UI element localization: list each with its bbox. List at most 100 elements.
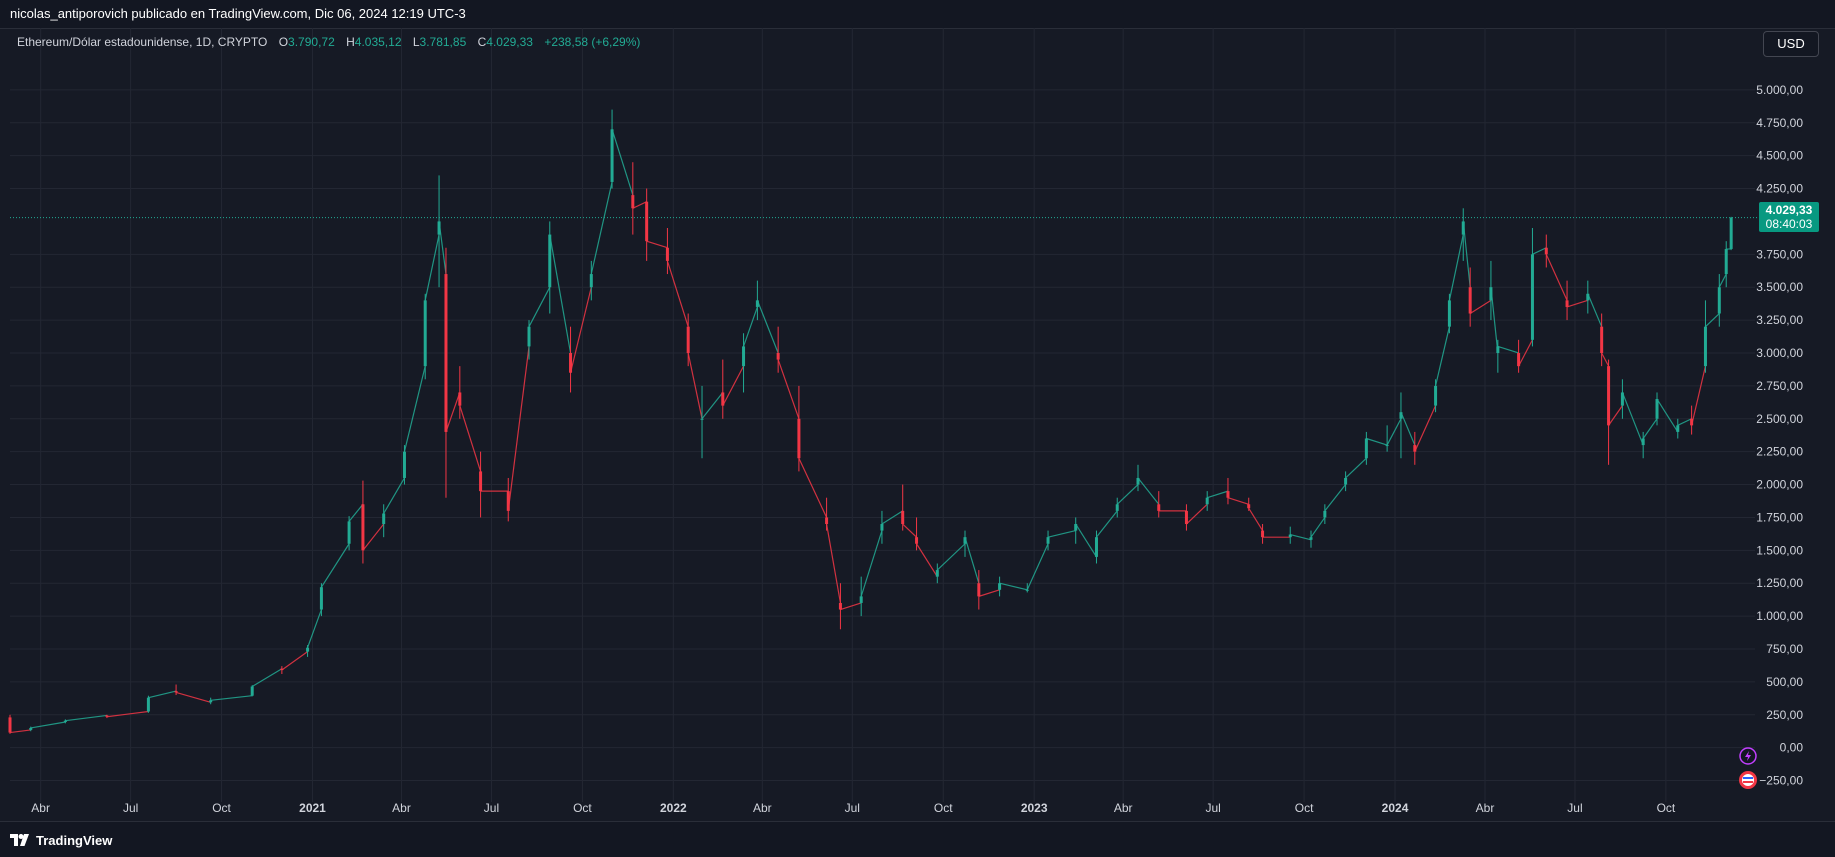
candle — [444, 247, 461, 498]
candle-path-segment — [1587, 293, 1603, 327]
candle-body — [838, 602, 842, 610]
candle — [347, 503, 364, 551]
lightning-icon[interactable] — [1739, 747, 1757, 765]
candle-path-segment — [1490, 287, 1499, 354]
candle — [1586, 280, 1603, 327]
candle-body — [645, 201, 649, 242]
candle-body — [1025, 589, 1029, 591]
candle-path-segment — [507, 346, 530, 511]
candle — [1184, 503, 1208, 531]
candle-body — [686, 326, 690, 353]
candle — [569, 287, 592, 393]
candle-body — [444, 274, 448, 432]
price-tick-label: 2.250,00 — [1756, 445, 1803, 459]
symbol-legend[interactable]: Ethereum/Dólar estadounidense, 1D, CRYPT… — [17, 35, 640, 49]
candle — [1434, 326, 1450, 413]
candle-body — [1413, 445, 1417, 452]
price-badge-price: 4.029,33 — [1766, 203, 1813, 217]
candle-path-segment — [9, 729, 31, 734]
candle-body — [1364, 438, 1368, 459]
candle-path-segment — [175, 691, 211, 703]
candle — [382, 477, 405, 538]
currency-button[interactable]: USD — [1763, 31, 1819, 57]
time-tick-label: Abr — [392, 801, 411, 815]
candle — [1489, 260, 1499, 354]
time-tick-label: 2021 — [299, 801, 326, 815]
candle — [880, 510, 904, 544]
candle-path-segment — [1621, 392, 1644, 446]
candle — [1261, 524, 1291, 544]
candle-path-segment — [1566, 299, 1588, 308]
candle-body — [1717, 287, 1721, 314]
change-value: +238,58 (+6,29%) — [544, 35, 641, 49]
high-value: 4.035,12 — [354, 35, 402, 49]
candle-body — [8, 717, 12, 733]
candle-path-segment — [281, 651, 308, 671]
candle-path-segment — [383, 477, 405, 514]
candle — [1655, 392, 1679, 433]
candle-body — [1690, 418, 1694, 426]
candle-body — [935, 570, 939, 577]
price-tick-label: 4.500,00 — [1756, 149, 1803, 163]
candle — [280, 651, 308, 674]
price-tick-label: 1.250,00 — [1756, 576, 1803, 590]
candle — [742, 306, 758, 393]
time-tick-label: 2023 — [1021, 801, 1048, 815]
footer-bar — [0, 822, 1835, 857]
candle-path-segment — [798, 457, 828, 518]
tradingview-logo[interactable]: TradingView — [10, 832, 112, 848]
price-tick-label: 3.500,00 — [1756, 280, 1803, 294]
price-tick-label: 1.000,00 — [1756, 609, 1803, 623]
candle-body — [527, 326, 531, 347]
candle-body — [361, 504, 365, 551]
candle-path-segment — [590, 181, 613, 275]
candle — [963, 530, 980, 584]
candle — [859, 530, 883, 617]
candle — [1247, 497, 1264, 531]
candle-path-segment — [528, 286, 551, 327]
candle — [1461, 208, 1471, 288]
time-tick-label: Oct — [934, 801, 953, 815]
candle-path-segment — [30, 721, 66, 729]
tradingview-brand: TradingView — [36, 832, 113, 848]
candle — [1620, 379, 1644, 446]
candle-path-segment — [1096, 510, 1118, 538]
tradingview-logo-icon — [10, 834, 29, 846]
candle — [1226, 477, 1249, 505]
candle — [1544, 234, 1568, 301]
candle-body — [1676, 425, 1680, 432]
candle-body — [1157, 504, 1161, 511]
candle-path-segment — [1400, 411, 1416, 446]
candle — [1025, 543, 1049, 593]
price-axis[interactable]: 5.000,00 4.750,00 4.500,00 4.250,00 3.750,00… — [1756, 83, 1803, 788]
candle-body — [1729, 217, 1733, 249]
candle — [721, 359, 745, 419]
candle-path-segment — [825, 523, 842, 604]
candle-body — [755, 300, 759, 307]
candle-body — [589, 274, 593, 288]
flag-icon[interactable] — [1739, 771, 1757, 789]
price-tick-label: 3.750,00 — [1756, 247, 1803, 261]
candle-body — [776, 352, 780, 360]
candle-body — [1247, 504, 1251, 509]
candle-body — [347, 521, 351, 544]
candle — [1607, 359, 1623, 465]
price-chart[interactable]: 5.000,00 4.750,00 4.500,00 4.250,00 3.750,00… — [0, 28, 1835, 822]
candle-path-segment — [424, 234, 440, 301]
candle-body — [631, 195, 635, 209]
chart-pane[interactable] — [0, 28, 1835, 822]
candles — [8, 109, 1733, 734]
candle — [209, 695, 253, 705]
time-tick-label: Oct — [1657, 801, 1676, 815]
candle — [458, 366, 482, 472]
time-axis[interactable]: Abr Jul Oct 2021 Abr Jul Oct 2022 Abr Jul Oct 2023 A… — [31, 801, 1676, 815]
candle — [8, 714, 31, 734]
candle-body — [1447, 300, 1451, 327]
candle — [1729, 216, 1733, 251]
candle-body — [797, 418, 801, 459]
candle-path-segment — [936, 543, 966, 571]
candle — [1074, 517, 1097, 558]
low-label: L — [412, 35, 420, 49]
candle-path-segment — [251, 668, 283, 688]
candle-path-segment — [1248, 507, 1264, 531]
